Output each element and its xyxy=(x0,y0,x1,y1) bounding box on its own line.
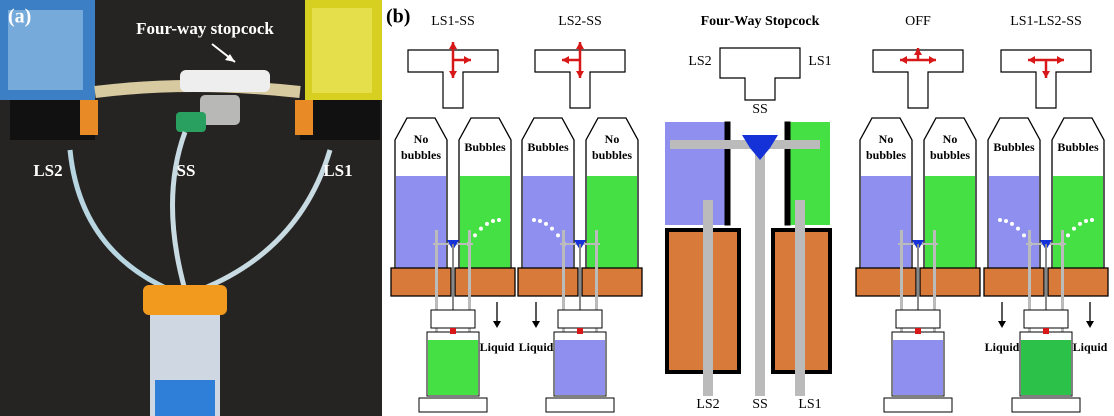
bubble xyxy=(556,233,560,237)
cap xyxy=(582,268,642,296)
bubble xyxy=(479,227,483,231)
bubble xyxy=(1084,219,1088,223)
bubble xyxy=(1010,222,1014,226)
bubble xyxy=(550,227,554,231)
liquid xyxy=(523,176,573,268)
bottle-label: Bubbles xyxy=(527,140,569,154)
bottle-label: Bubbles xyxy=(1057,140,1099,154)
septum xyxy=(577,328,583,334)
liquid-arrowhead xyxy=(493,321,501,328)
bottle-label: No xyxy=(414,132,429,146)
bubble xyxy=(538,219,542,223)
liquid xyxy=(460,176,510,268)
port-label: LS2 xyxy=(688,54,711,69)
bubble xyxy=(1078,222,1082,226)
photo xyxy=(0,0,382,416)
vial-cap xyxy=(1024,310,1068,328)
center-title: Four-Way Stopcock xyxy=(701,14,820,29)
bottle-label: bubbles xyxy=(401,148,441,162)
mode-title: LS1-LS2-SS xyxy=(1010,14,1082,29)
mode-title: LS2-SS xyxy=(558,14,602,29)
liquid xyxy=(396,176,446,268)
bubble xyxy=(1090,218,1094,222)
bottom-label: SS xyxy=(752,397,768,412)
bubble xyxy=(473,233,477,237)
cap xyxy=(1048,268,1108,296)
septum xyxy=(915,328,921,334)
bottle-label: No xyxy=(879,132,894,146)
figure: (a) Four-way stopcock LS2 SS LS1 (b) Fou… xyxy=(0,0,1114,416)
liquid-label: Liquid xyxy=(985,340,1020,354)
bottom-label: LS1 xyxy=(798,397,821,412)
cap xyxy=(455,268,515,296)
vial-base xyxy=(546,398,614,412)
panel-label: (b) xyxy=(386,6,410,28)
flow-arrowhead xyxy=(449,42,457,49)
liquid-label: Liquid xyxy=(480,340,515,354)
tube-label: LS1 xyxy=(323,161,352,180)
cap xyxy=(856,268,916,296)
mode-title: LS1-SS xyxy=(431,14,475,29)
liquid xyxy=(861,176,911,268)
vial-base xyxy=(419,398,487,412)
tube-label: SS xyxy=(177,161,196,180)
liquid-arrowhead xyxy=(998,321,1006,328)
septum xyxy=(450,328,456,334)
bubble xyxy=(485,222,489,226)
cap xyxy=(984,268,1044,296)
vial-base xyxy=(1012,398,1080,412)
bubble xyxy=(1016,227,1020,231)
liquid xyxy=(989,176,1039,268)
bottle-label: Bubbles xyxy=(464,140,506,154)
port-label: SS xyxy=(752,102,768,117)
stopcock-detail xyxy=(665,48,830,396)
bubble xyxy=(532,218,536,222)
photo-title: Four-way stopcock xyxy=(136,19,274,38)
bottle-label: No xyxy=(605,132,620,146)
cap xyxy=(920,268,980,296)
bubble xyxy=(1004,219,1008,223)
bubble xyxy=(544,222,548,226)
flow-arrowhead xyxy=(576,42,584,49)
vial-cap xyxy=(558,310,602,328)
bubble xyxy=(497,218,501,222)
mode-title: OFF xyxy=(905,14,931,29)
bubble xyxy=(1072,227,1076,231)
bottle-label: bubbles xyxy=(866,148,906,162)
septum xyxy=(1043,328,1049,334)
cap xyxy=(518,268,578,296)
bubble xyxy=(491,219,495,223)
vial-liquid xyxy=(1021,340,1071,395)
bottle-label: No xyxy=(943,132,958,146)
cap xyxy=(391,268,451,296)
liquid xyxy=(925,176,975,268)
vial-cap xyxy=(896,310,940,328)
liquid-arrowhead xyxy=(1086,321,1094,328)
port-label: LS1 xyxy=(808,54,831,69)
bottle-label: bubbles xyxy=(930,148,970,162)
liquid-arrowhead xyxy=(532,321,540,328)
panel-label: (a) xyxy=(8,6,31,28)
vial-liquid xyxy=(428,340,478,395)
vial-liquid xyxy=(555,340,605,395)
bottle-label: Bubbles xyxy=(993,140,1035,154)
vial-base xyxy=(884,398,952,412)
bubble xyxy=(998,218,1002,222)
stopcock-t xyxy=(1001,50,1091,108)
tube-label: LS2 xyxy=(33,161,62,180)
bottom-label: LS2 xyxy=(696,397,719,412)
liquid-label: Liquid xyxy=(1073,340,1108,354)
liquid xyxy=(587,176,637,268)
liquid xyxy=(1053,176,1103,268)
vial-cap xyxy=(431,310,475,328)
liquid-label: Liquid xyxy=(519,340,554,354)
vial-liquid xyxy=(893,340,943,395)
bottle-label: bubbles xyxy=(592,148,632,162)
bubble xyxy=(1066,233,1070,237)
bubble xyxy=(1022,233,1026,237)
